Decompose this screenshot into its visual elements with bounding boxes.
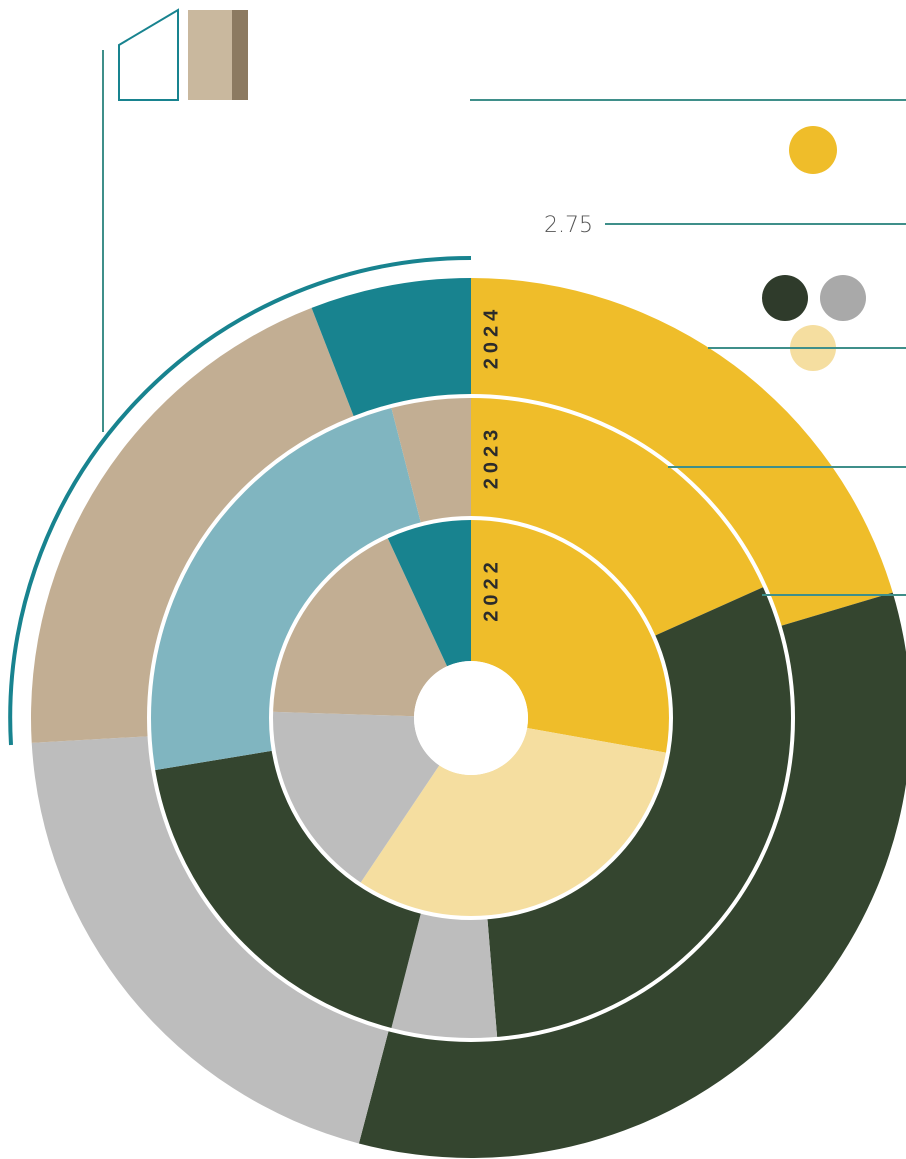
ring-divider [269, 516, 673, 920]
ring-segment [148, 406, 422, 771]
ring-segment [271, 536, 448, 717]
building-icon [118, 8, 179, 101]
ring-label: 2023 [480, 425, 502, 490]
ring-segment [30, 307, 355, 743]
ring-segment [471, 396, 765, 637]
annotation: 2.75 [544, 213, 593, 238]
ring-segment [390, 396, 471, 525]
legend-dot [762, 275, 808, 321]
ring-segment [311, 278, 471, 418]
ring-divider [147, 394, 795, 1042]
ring-label: 2024 [480, 305, 502, 370]
ring-segment [153, 750, 422, 1030]
legend-dot [820, 275, 866, 321]
ring-segment [390, 911, 498, 1040]
ring-segment [358, 592, 906, 1158]
ring-segment [271, 711, 440, 885]
ring-segment [471, 278, 893, 627]
center-hole [414, 661, 528, 775]
ring-label: 2022 [480, 557, 502, 622]
legend-dot [789, 126, 837, 174]
ring-segment [386, 518, 471, 667]
rings: 2022 2023 2024 [30, 278, 906, 1158]
ring-segment [359, 727, 668, 918]
stone-thumb-shade [232, 10, 248, 100]
outer-arc [8, 255, 472, 746]
ring-segment [471, 518, 671, 754]
ring-segment [31, 736, 389, 1144]
